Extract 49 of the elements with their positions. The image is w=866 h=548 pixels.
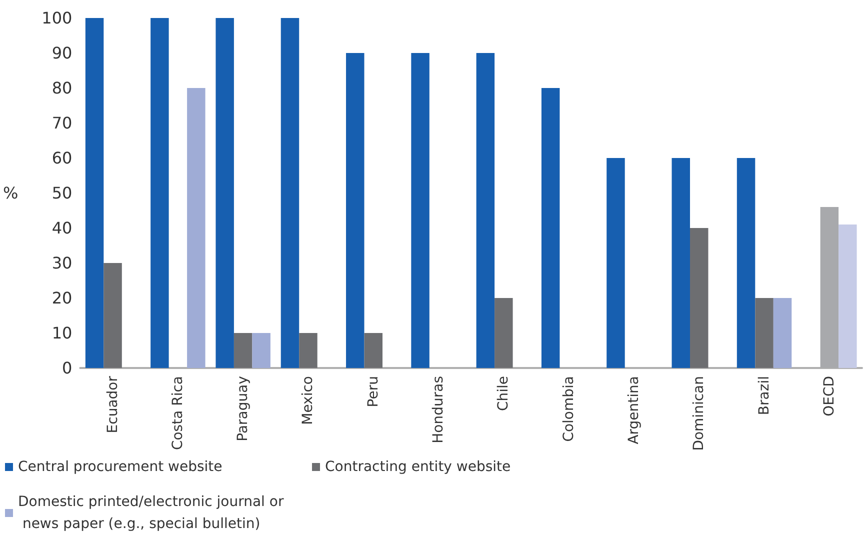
bar bbox=[541, 88, 560, 368]
bar bbox=[494, 298, 513, 368]
bar bbox=[411, 53, 430, 368]
x-tick-label: Honduras bbox=[430, 376, 447, 444]
legend-label: Contracting entity website bbox=[325, 459, 511, 475]
y-tick-label: 30 bbox=[52, 254, 72, 272]
y-tick-label: 20 bbox=[52, 288, 72, 308]
bar bbox=[364, 333, 382, 368]
x-tick-label: Paraguay bbox=[235, 376, 252, 442]
bar bbox=[672, 158, 690, 368]
bar bbox=[299, 333, 318, 368]
y-tick-label: 70 bbox=[52, 114, 72, 132]
bar bbox=[736, 158, 756, 368]
bar bbox=[476, 53, 495, 368]
bar bbox=[104, 263, 122, 368]
legend-label: Central procurement website bbox=[18, 459, 222, 475]
bar bbox=[280, 18, 300, 368]
y-tick-label: 80 bbox=[52, 78, 72, 98]
y-tick-label: 10 bbox=[52, 324, 72, 342]
bar bbox=[234, 333, 252, 368]
bar bbox=[150, 18, 169, 368]
x-tick-label: Peru bbox=[365, 376, 382, 408]
x-tick-label: Dominican bbox=[691, 376, 708, 451]
bar bbox=[85, 18, 104, 368]
y-axis-title: % bbox=[3, 184, 18, 202]
bar bbox=[755, 298, 774, 368]
y-tick-label: 50 bbox=[52, 184, 72, 202]
bar bbox=[216, 18, 234, 368]
y-tick-label: 0 bbox=[62, 358, 72, 378]
x-tick-label: Colombia bbox=[560, 376, 577, 442]
bar bbox=[252, 333, 270, 368]
x-tick-label: Ecuador bbox=[104, 376, 121, 434]
x-tick-label: OECD bbox=[821, 376, 838, 416]
bar bbox=[187, 88, 206, 368]
bar bbox=[346, 53, 364, 368]
x-tick-label: Costa Rica bbox=[170, 376, 186, 450]
bar bbox=[838, 224, 857, 368]
y-tick-label: 40 bbox=[52, 218, 72, 238]
x-tick-label: Mexico bbox=[300, 376, 316, 425]
x-tick-label: Argentina bbox=[626, 376, 642, 444]
y-tick-label: 100 bbox=[42, 8, 72, 28]
x-tick-label: Chile bbox=[496, 376, 512, 412]
x-tick-label: Brazil bbox=[756, 376, 772, 416]
bar bbox=[690, 228, 708, 368]
legend-label: Domestic printed/electronic journal or news paper (e.g., special bulletin) bbox=[18, 494, 284, 532]
y-tick-label: 90 bbox=[52, 44, 72, 62]
bar bbox=[606, 158, 625, 368]
bar bbox=[773, 298, 792, 368]
y-tick-label: 60 bbox=[52, 148, 72, 168]
